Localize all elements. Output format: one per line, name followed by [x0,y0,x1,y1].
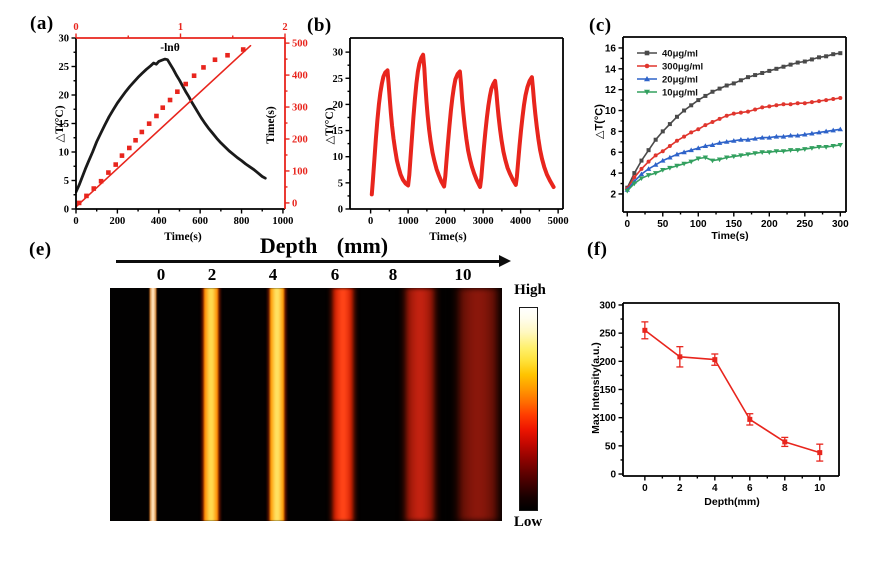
svg-text:300: 300 [599,300,616,311]
svg-text:200: 200 [761,219,778,230]
svg-text:20μg/ml: 20μg/ml [662,75,698,86]
panel-b-y-axis-title: △T(°C) [324,107,336,145]
svg-text:4000: 4000 [510,216,531,227]
panel-a-label: (a) [30,13,54,34]
svg-text:0: 0 [642,483,648,494]
depth-tick-label-4: 4 [268,265,278,284]
svg-text:200: 200 [292,135,308,146]
svg-text:50: 50 [605,441,617,452]
panel-a-top-axis-title: -lnθ [160,42,180,54]
svg-text:600: 600 [192,216,208,227]
svg-text:6: 6 [610,148,616,159]
depth-tick-label-6: 6 [330,265,340,284]
chart-c-group: 0 50 100 150 200 250 300 2 4 6 8 10 12 14 16 40μg/ml 300… [605,36,849,230]
svg-text:4: 4 [712,483,718,494]
svg-text:6: 6 [747,483,753,494]
panel-a-x-axis-title: Time(s) [164,231,202,243]
depth-tick-label-0: 0 [156,265,166,284]
svg-text:0: 0 [610,470,616,481]
thermal-line-depth-0 [148,288,159,521]
svg-text:1000: 1000 [272,216,293,227]
svg-text:250: 250 [796,219,813,230]
svg-text:0: 0 [338,205,343,216]
svg-text:5000: 5000 [548,216,569,227]
panel-b-x-axis-title: Time(s) [429,231,467,243]
svg-text:300μg/ml: 300μg/ml [662,62,703,73]
panel-e-label: (e) [29,239,52,260]
svg-text:10: 10 [605,106,617,117]
depth-tick-label-8: 8 [388,265,398,284]
colorbar [519,307,538,511]
svg-text:2: 2 [610,189,616,200]
panel-c-x-axis-title: Time(s) [711,230,749,242]
svg-text:1000: 1000 [398,216,419,227]
svg-text:400: 400 [151,216,167,227]
svg-text:0: 0 [368,216,373,227]
svg-text:800: 800 [234,216,250,227]
colorbar-high-label: High [514,282,546,298]
svg-text:2: 2 [677,483,683,494]
thermal-line-depth-6 [327,288,358,521]
panel-c-label: (c) [589,15,612,36]
svg-text:0: 0 [292,198,297,209]
panel-a-right-axis-title: Time(s) [265,106,277,144]
panel-f-x-axis-title: Depth(mm) [704,496,760,508]
svg-text:8: 8 [782,483,788,494]
svg-text:0: 0 [624,219,630,230]
svg-text:14: 14 [605,64,617,75]
panel-f-label: (f) [587,239,608,260]
svg-text:16: 16 [605,43,617,54]
depth-tick-label-10: 10 [454,265,472,284]
thermal-line-depth-8 [400,288,441,521]
depth-axis-title: Depth (mm) [259,233,389,258]
depth-axis-arrow-line [116,260,501,263]
svg-text:400: 400 [292,71,308,82]
svg-text:300: 300 [832,219,849,230]
svg-text:300: 300 [292,103,308,114]
thermal-image-strip [110,288,502,521]
svg-text:2000: 2000 [435,216,456,227]
svg-text:30: 30 [333,48,344,59]
colorbar-low-label: Low [513,514,543,530]
thermal-line-depth-4 [266,288,288,521]
svg-text:3000: 3000 [473,216,494,227]
svg-text:100: 100 [292,166,308,177]
svg-text:2: 2 [282,22,287,33]
thermal-line-depth-10 [452,288,502,521]
panel-c-y-axis-title: △T(°C) [593,104,606,139]
svg-text:12: 12 [605,85,617,96]
svg-text:200: 200 [110,216,126,227]
svg-text:50: 50 [657,219,669,230]
svg-text:10μg/ml: 10μg/ml [662,88,698,99]
panel-a-y-axis-title: △T(°C) [54,105,66,143]
svg-text:5: 5 [338,178,343,189]
svg-text:10: 10 [814,483,826,494]
panel-b-label: (b) [307,15,332,36]
svg-text:100: 100 [690,219,707,230]
depth-tick-label-2: 2 [207,265,217,284]
svg-text:30: 30 [59,34,70,45]
svg-text:8: 8 [610,127,616,138]
svg-text:4: 4 [610,169,616,180]
svg-text:0: 0 [64,205,69,216]
depth-axis-arrow-head [499,255,511,267]
svg-text:500: 500 [292,39,308,50]
thermal-line-depth-2 [200,288,223,521]
svg-text:0: 0 [73,22,78,33]
svg-text:1: 1 [178,22,183,33]
svg-text:150: 150 [725,219,742,230]
panel-f-y-axis-title: Max Intensity(a.u.) [590,342,602,434]
svg-text:40μg/ml: 40μg/ml [662,49,698,60]
svg-text:0: 0 [73,216,78,227]
